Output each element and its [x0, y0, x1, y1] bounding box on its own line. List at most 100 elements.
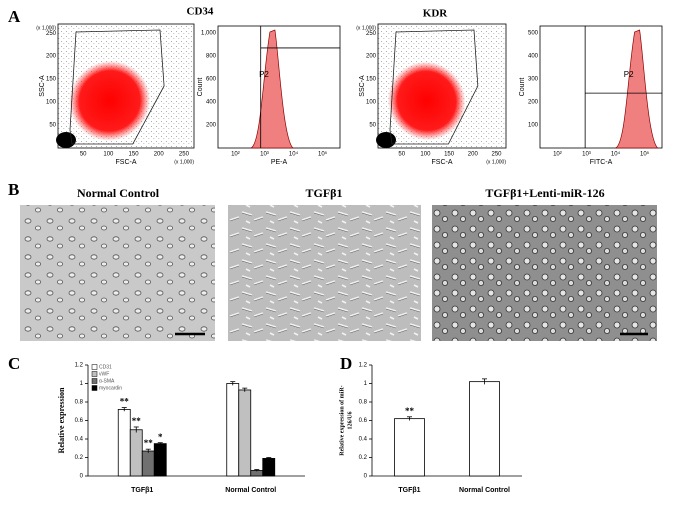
micrograph: [228, 205, 421, 341]
bar: [226, 383, 240, 477]
bar: [238, 389, 252, 477]
legend-label: vWF: [99, 371, 109, 377]
x-tick-label: 10⁵: [318, 151, 328, 158]
x-tick-label: 150: [444, 152, 455, 158]
y-tick-label: 400: [528, 54, 539, 60]
panel-label: C: [8, 354, 20, 373]
plot-title: CD34: [187, 6, 214, 18]
y-tick-label: 0.8: [359, 400, 368, 406]
micrograph-caption: Normal Control: [77, 186, 160, 200]
legend-label: CD31: [99, 364, 112, 370]
x-tick-label: 100: [420, 152, 431, 158]
y-tick-label: 50: [369, 123, 376, 129]
legend-swatch: [91, 385, 98, 391]
y-tick-label: 0.6: [75, 418, 84, 424]
y-tick-label: 0.4: [359, 437, 368, 443]
y-tick-label: 0.2: [359, 455, 368, 461]
x-tick-label: 10⁴: [611, 151, 621, 158]
x-tick-label: TGFβ1: [398, 487, 420, 494]
x-axis-unit: (x 1,000): [486, 159, 506, 165]
y-tick-label: 250: [46, 31, 57, 37]
y-tick-label: 150: [366, 77, 377, 83]
y-tick-label: 400: [206, 100, 217, 106]
x-tick-label: 10²: [231, 152, 240, 158]
y-tick-label: 1.2: [359, 363, 368, 369]
micrograph-caption: TGFβ1+Lenti-miR-126: [485, 186, 604, 200]
x-tick-label: 50: [80, 152, 87, 158]
histogram-peak: [615, 29, 659, 149]
y-axis-label: 126/U6: [347, 412, 353, 430]
x-axis-unit: (x 1,000): [174, 159, 194, 165]
significance-marker: **: [120, 397, 130, 407]
y-tick-label: 1,000: [201, 30, 217, 36]
significance-marker: **: [405, 406, 415, 416]
significance-marker: **: [144, 438, 154, 448]
y-axis-label: SSC-A: [359, 75, 366, 97]
x-tick-label: Normal Control: [459, 487, 510, 494]
y-tick-label: 200: [206, 123, 217, 129]
y-tick-label: 100: [528, 123, 539, 129]
y-axis-label: Relative expression of miR-: [339, 385, 345, 455]
y-tick-label: 0: [80, 474, 84, 480]
cell-cloud: [69, 60, 151, 141]
bar: [262, 458, 276, 477]
y-tick-label: 100: [46, 100, 57, 106]
debris: [376, 132, 396, 148]
x-tick-label: 10³: [582, 152, 591, 158]
panel-label: D: [340, 354, 352, 373]
x-axis-label: PE-A: [271, 159, 288, 166]
x-tick-label: 100: [103, 152, 114, 158]
y-tick-label: 800: [206, 54, 217, 60]
y-tick-label: 1: [80, 381, 84, 387]
y-tick-label: 100: [366, 100, 377, 106]
bar: [141, 450, 155, 477]
x-tick-label: 250: [492, 152, 503, 158]
x-tick-label: 10²: [553, 152, 562, 158]
gate-label: P2: [624, 70, 634, 79]
y-tick-label: 300: [528, 77, 539, 83]
debris: [56, 132, 76, 148]
y-tick-label: 0: [364, 474, 368, 480]
y-tick-label: 0.6: [359, 418, 368, 424]
x-axis-label: FSC-A: [432, 159, 453, 166]
x-tick-label: 150: [129, 152, 140, 158]
bar: [394, 418, 425, 477]
significance-marker: *: [158, 432, 163, 442]
y-axis-unit: (x 1,000): [356, 25, 376, 31]
y-axis-label: SSC-A: [39, 75, 46, 97]
gate-label: P2: [259, 70, 269, 79]
x-tick-label: 200: [154, 152, 165, 158]
y-tick-label: 1: [364, 381, 368, 387]
y-tick-label: 200: [366, 54, 377, 60]
y-tick-label: 500: [528, 30, 539, 36]
panel-label: B: [8, 180, 19, 199]
bar: [129, 429, 143, 477]
y-axis-label: Count: [197, 78, 204, 97]
y-tick-label: 0.2: [75, 455, 84, 461]
x-tick-label: 10³: [260, 152, 269, 158]
cell-cloud: [387, 61, 466, 141]
micrograph-caption: TGFβ1: [306, 186, 343, 200]
legend-label: α-SMA: [99, 378, 115, 384]
bar: [153, 443, 167, 477]
x-tick-label: 50: [398, 152, 405, 158]
panel-label: A: [8, 7, 21, 26]
micrograph: [20, 205, 215, 341]
gate-polygon: [389, 29, 479, 145]
x-axis-label: FSC-A: [116, 159, 137, 166]
legend-swatch: [91, 378, 98, 384]
x-tick-label: 250: [179, 152, 190, 158]
y-axis-label: Count: [519, 78, 526, 97]
y-tick-label: 600: [206, 77, 217, 83]
significance-marker: **: [132, 416, 142, 426]
x-tick-label: 200: [468, 152, 479, 158]
bar: [117, 408, 131, 477]
gate-polygon: [69, 29, 165, 145]
x-tick-label: TGFβ1: [131, 487, 153, 494]
y-tick-label: 250: [366, 31, 377, 37]
y-tick-label: 50: [49, 123, 56, 129]
x-tick-label: Normal Control: [225, 487, 276, 494]
x-axis-label: FITC-A: [590, 159, 613, 166]
y-tick-label: 200: [46, 54, 57, 60]
